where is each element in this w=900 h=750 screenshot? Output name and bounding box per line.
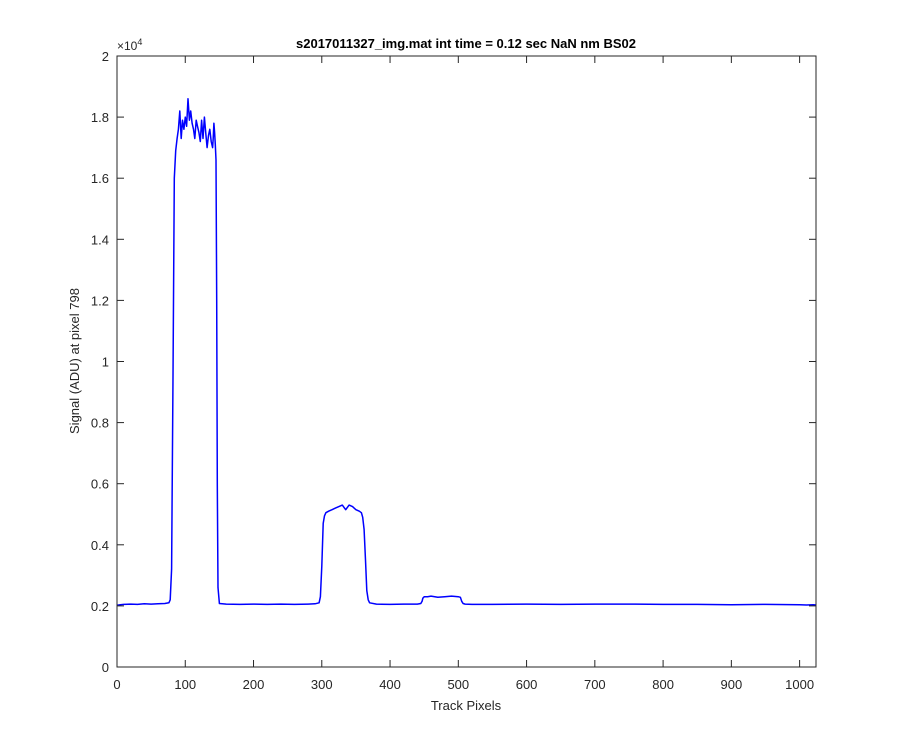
x-tick-label: 600 bbox=[516, 677, 538, 692]
y-axis-label: Signal (ADU) at pixel 798 bbox=[67, 288, 82, 434]
series-layer bbox=[116, 98, 817, 607]
x-tick-label: 400 bbox=[379, 677, 401, 692]
series-line bbox=[116, 98, 817, 607]
x-tick-label: 700 bbox=[584, 677, 606, 692]
y-axis-exponent-base: ×10 bbox=[117, 39, 138, 53]
x-axis-ticks: 0 100 200 300 400 500 600 700 800 900 1000 bbox=[113, 56, 814, 692]
x-tick-label: 1000 bbox=[785, 677, 814, 692]
y-tick-label: 1.8 bbox=[91, 110, 109, 125]
x-tick-label: 100 bbox=[174, 677, 196, 692]
y-tick-label: 1 bbox=[102, 355, 109, 370]
y-axis-exponent-power: 4 bbox=[137, 37, 142, 47]
y-tick-label: 2 bbox=[102, 49, 109, 64]
y-axis-ticks: 0 0.2 0.4 0.6 0.8 1 1.2 1.4 1.6 1.8 2 bbox=[91, 49, 816, 675]
y-tick-label: 0.4 bbox=[91, 538, 109, 553]
y-tick-label: 1.2 bbox=[91, 293, 109, 308]
plot-area bbox=[117, 56, 816, 667]
x-tick-label: 800 bbox=[652, 677, 674, 692]
y-tick-label: 0.2 bbox=[91, 599, 109, 614]
x-tick-label: 0 bbox=[113, 677, 120, 692]
x-tick-label: 200 bbox=[243, 677, 265, 692]
x-tick-label: 900 bbox=[721, 677, 743, 692]
chart-title: s2017011327_img.mat int time = 0.12 sec … bbox=[296, 36, 636, 51]
y-tick-label: 0.8 bbox=[91, 416, 109, 431]
y-axis-exponent: ×104 bbox=[117, 37, 142, 53]
y-tick-label: 0 bbox=[102, 660, 109, 675]
x-tick-label: 500 bbox=[447, 677, 469, 692]
x-tick-label: 300 bbox=[311, 677, 333, 692]
y-tick-label: 0.6 bbox=[91, 477, 109, 492]
y-tick-label: 1.4 bbox=[91, 232, 109, 247]
y-tick-label: 1.6 bbox=[91, 171, 109, 186]
x-axis-label: Track Pixels bbox=[431, 698, 502, 713]
